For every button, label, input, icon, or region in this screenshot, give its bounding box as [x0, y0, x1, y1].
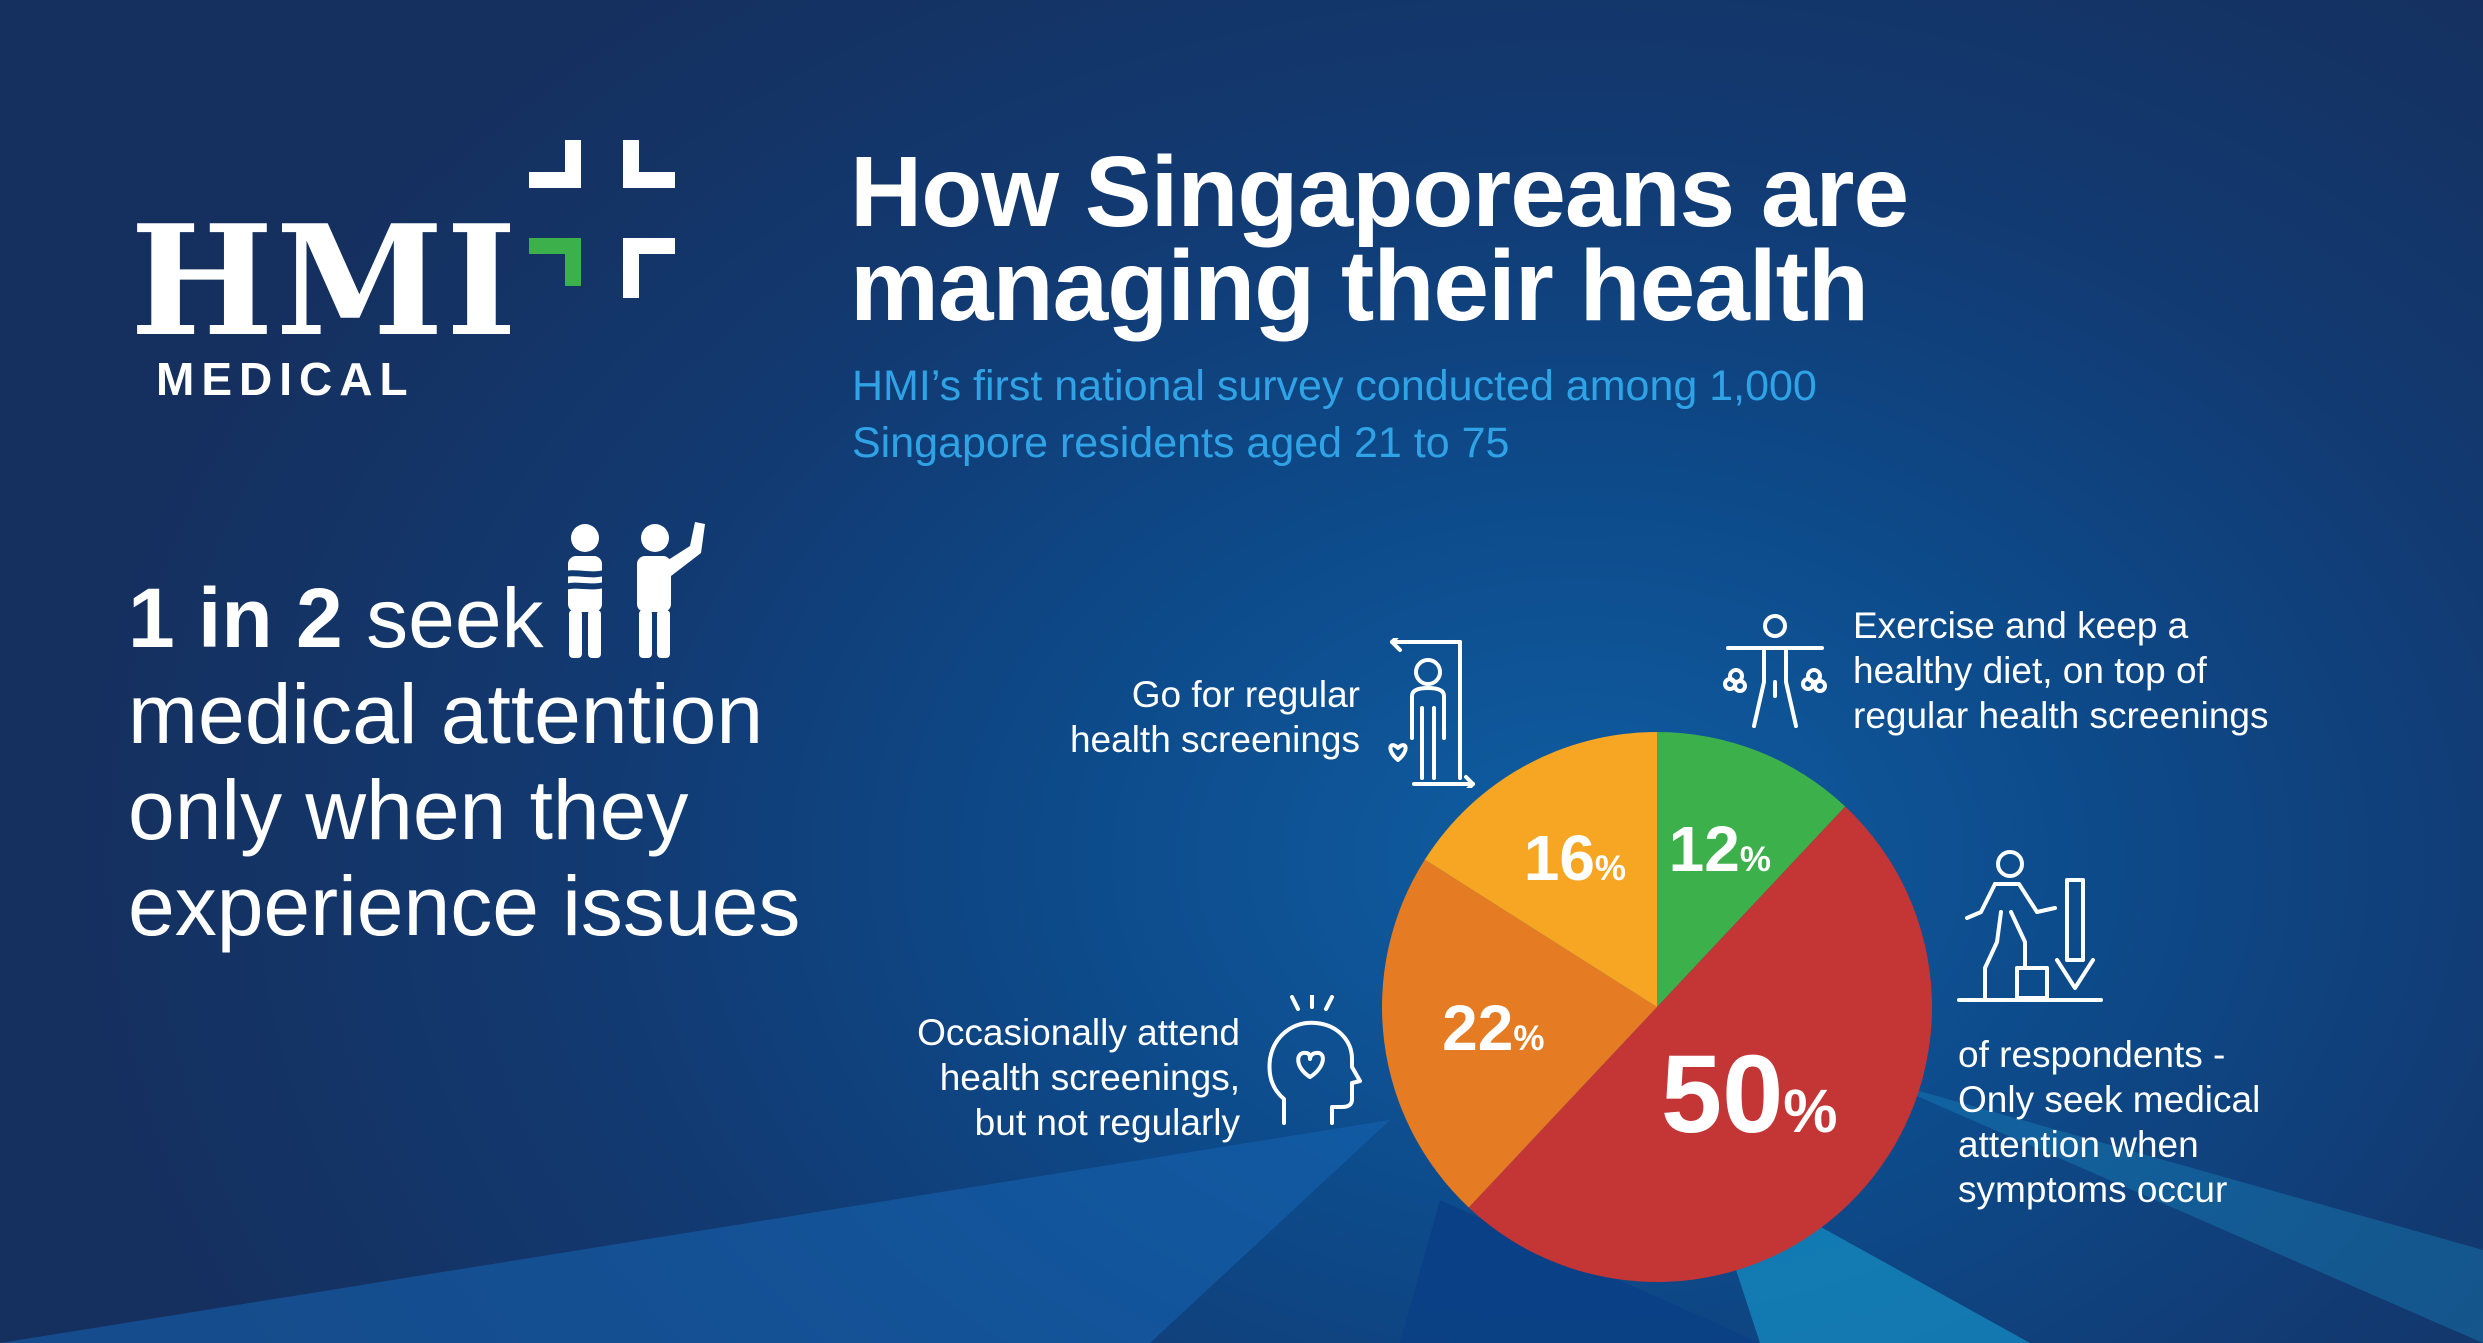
headline-line-2: medical attention	[128, 667, 764, 761]
label-symptoms-line-2: Only seek medical	[1958, 1079, 2261, 1120]
label-occasional-line-2: health screenings,	[939, 1057, 1240, 1098]
label-regular-line-1: Go for regular	[1131, 674, 1360, 715]
pie-chart: 12% 50% 22% 16%	[1381, 732, 1933, 1283]
label-exercise-line-3: regular health screenings	[1853, 695, 2269, 736]
pie-slice-50	[1468, 806, 1933, 1283]
stairs-down-icon	[1957, 850, 2103, 1002]
label-symptoms-line-1: of respondents -	[1958, 1034, 2226, 1075]
head-heart-icon	[1267, 995, 1362, 1125]
label-regular-screenings: Go for regular health screenings	[900, 672, 1360, 762]
pie-slice-12	[1657, 732, 1846, 1007]
subtitle-line-1: HMI’s first national survey conducted am…	[852, 362, 1817, 410]
subtitle-line-2: Singapore residents aged 21 to 75	[852, 419, 1510, 467]
screening-person-icon	[1388, 638, 1475, 788]
label-symptoms-line-4: symptoms occur	[1958, 1169, 2228, 1210]
exercise-person-icon	[1723, 614, 1827, 728]
pie-label-50: 50%	[1661, 1033, 1838, 1156]
pie-slice-22	[1381, 859, 1657, 1208]
logo-cross-icon	[529, 140, 675, 298]
pie-label-22: 22%	[1442, 992, 1544, 1064]
page-title: How Singaporeans are managing their heal…	[850, 136, 2150, 342]
logo-wordmark: HMI	[130, 191, 519, 370]
headline-line-4: experience issues	[128, 859, 801, 953]
pie-slice-16	[1424, 732, 1657, 1007]
label-exercise: Exercise and keep a healthy diet, on top…	[1853, 603, 2453, 738]
label-exercise-line-1: Exercise and keep a	[1853, 605, 2189, 646]
page-subtitle: HMI’s first national survey conducted am…	[852, 358, 2152, 472]
headline-lead-rest: seek	[342, 571, 544, 665]
headline: 1 in 2 seek medical attention only when …	[128, 570, 888, 954]
logo-subtitle: MEDICAL	[156, 353, 415, 405]
title-line-1: How Singaporeans are	[850, 136, 1909, 248]
headline-line-1: 1 in 2 seek	[128, 570, 888, 666]
pie-label-16: 16%	[1524, 822, 1626, 894]
label-occasional-line-1: Occasionally attend	[917, 1012, 1240, 1053]
headline-lead: 1 in 2	[128, 571, 343, 665]
label-regular-line-2: health screenings	[1069, 719, 1360, 760]
label-occasional: Occasionally attend health screenings, b…	[780, 1010, 1240, 1145]
pie-label-12: 12%	[1669, 813, 1771, 885]
logo: HMI MEDICAL	[130, 130, 690, 410]
label-symptoms-line-3: attention when	[1958, 1124, 2199, 1165]
headline-line-3: only when they	[128, 763, 689, 857]
label-exercise-line-2: healthy diet, on top of	[1853, 650, 2207, 691]
label-occasional-line-3: but not regularly	[974, 1102, 1240, 1143]
title-line-2: managing their health	[850, 230, 1869, 342]
people-icon	[561, 522, 705, 658]
label-symptoms: of respondents - Only seek medical atten…	[1958, 1032, 2478, 1212]
